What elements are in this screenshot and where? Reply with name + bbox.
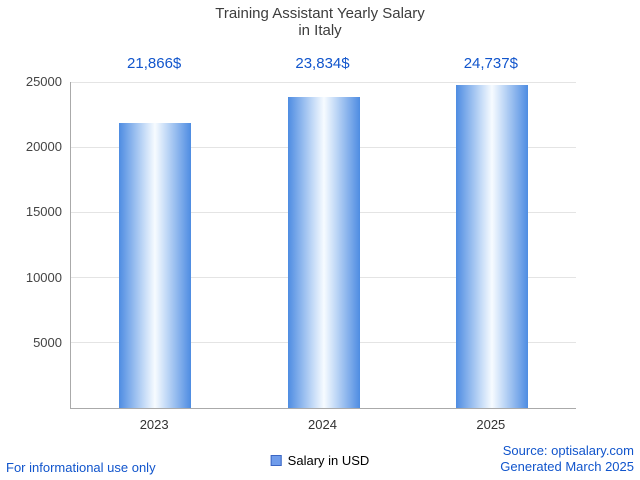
legend-label: Salary in USD <box>287 453 370 468</box>
x-tick-label-2024: 2024 <box>308 417 337 432</box>
bar-2024 <box>287 97 360 408</box>
plot-area <box>70 82 576 409</box>
generated-text: Generated March 2025 <box>500 459 634 474</box>
y-tick-label-20000: 20000 <box>25 139 62 155</box>
x-tick-label-2023: 2023 <box>139 417 169 432</box>
value-label-2025: 24,737$ <box>463 55 518 72</box>
y-tick-label-25000: 25000 <box>25 74 62 89</box>
y-tick-label-10000: 10000 <box>25 269 62 285</box>
chart-title-line1: Training Assistant Yearly Salary <box>215 5 425 22</box>
gridline-25000 <box>71 82 576 83</box>
value-label-2024: 23,834$ <box>295 55 350 72</box>
source-text: Source: optisalary.com <box>502 443 634 458</box>
y-tick-label-15000: 15000 <box>25 204 62 220</box>
legend: Salary in USD <box>270 453 370 468</box>
chart-title-line2: in Italy <box>298 22 342 39</box>
value-label-2023: 21,866$ <box>127 55 182 72</box>
disclaimer-text: For informational use only <box>6 460 156 475</box>
x-tick-label-2025: 2025 <box>476 417 506 432</box>
bar-2023 <box>119 122 192 408</box>
bar-2025 <box>455 85 528 408</box>
source-block: Source: optisalary.com Generated March 2… <box>500 443 634 475</box>
chart-title: Training Assistant Yearly Salary in Ital… <box>0 5 640 39</box>
y-tick-label-5000: 5000 <box>33 334 62 350</box>
legend-swatch-icon <box>270 455 282 466</box>
